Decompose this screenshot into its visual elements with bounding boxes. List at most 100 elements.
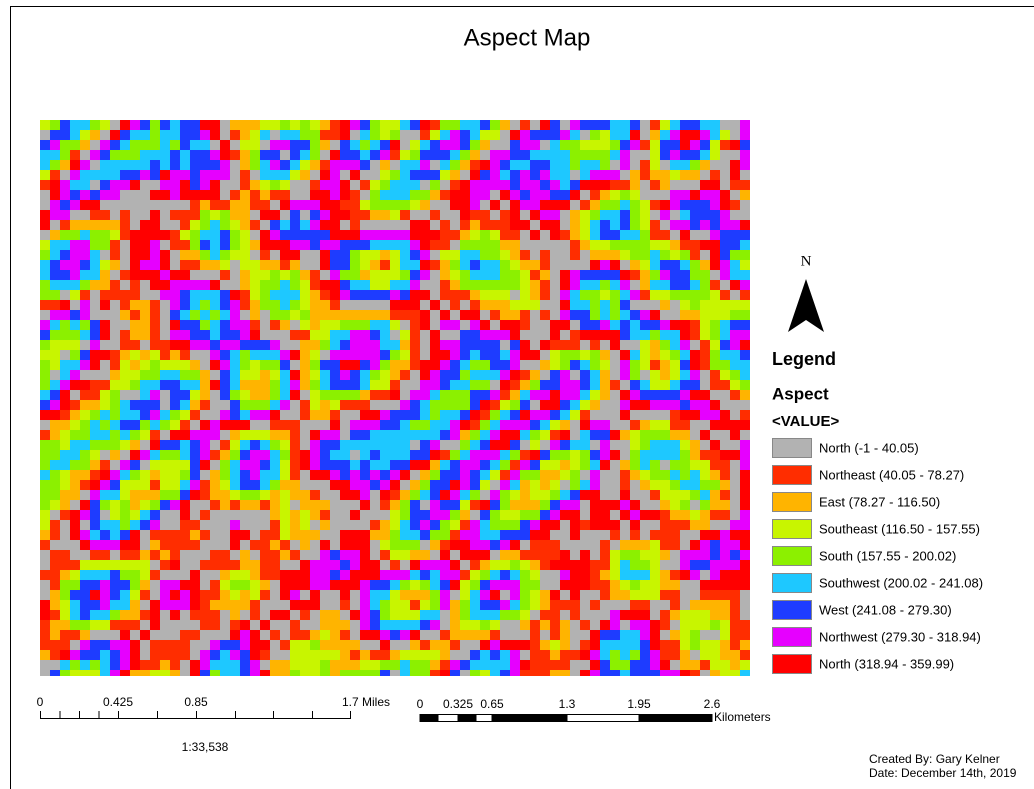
- raster-cell: [360, 220, 370, 230]
- raster-cell: [110, 580, 120, 590]
- raster-cell: [40, 130, 50, 140]
- raster-cell: [620, 540, 630, 550]
- raster-cell: [250, 160, 260, 170]
- raster-cell: [500, 650, 510, 660]
- raster-cell: [190, 560, 200, 570]
- raster-cell: [320, 630, 330, 640]
- raster-cell: [340, 470, 350, 480]
- raster-cell: [230, 510, 240, 520]
- raster-cell: [120, 640, 130, 650]
- raster-cell: [540, 610, 550, 620]
- raster-cell: [230, 600, 240, 610]
- raster-cell: [390, 490, 400, 500]
- raster-cell: [400, 460, 410, 470]
- raster-cell: [140, 180, 150, 190]
- raster-cell: [670, 490, 680, 500]
- raster-cell: [510, 280, 520, 290]
- raster-cell: [500, 670, 510, 676]
- raster-cell: [200, 590, 210, 600]
- raster-cell: [420, 190, 430, 200]
- raster-cell: [90, 270, 100, 280]
- raster-cell: [170, 460, 180, 470]
- raster-cell: [310, 300, 320, 310]
- raster-cell: [710, 500, 720, 510]
- raster-cell: [630, 360, 640, 370]
- raster-cell: [640, 600, 650, 610]
- raster-cell: [300, 460, 310, 470]
- raster-cell: [190, 370, 200, 380]
- raster-cell: [80, 410, 90, 420]
- raster-cell: [360, 610, 370, 620]
- raster-cell: [210, 630, 220, 640]
- raster-cell: [280, 470, 290, 480]
- raster-cell: [610, 530, 620, 540]
- raster-cell: [450, 190, 460, 200]
- raster-cell: [320, 490, 330, 500]
- raster-cell: [740, 450, 750, 460]
- raster-cell: [330, 260, 340, 270]
- raster-cell: [260, 520, 270, 530]
- raster-cell: [180, 210, 190, 220]
- raster-cell: [550, 380, 560, 390]
- scale-label: 0.325: [443, 697, 473, 711]
- raster-cell: [90, 630, 100, 640]
- raster-cell: [270, 140, 280, 150]
- raster-cell: [710, 520, 720, 530]
- raster-cell: [630, 210, 640, 220]
- raster-cell: [220, 580, 230, 590]
- raster-cell: [540, 600, 550, 610]
- raster-cell: [280, 510, 290, 520]
- raster-cell: [630, 340, 640, 350]
- raster-cell: [430, 600, 440, 610]
- raster-cell: [710, 490, 720, 500]
- raster-cell: [90, 170, 100, 180]
- raster-cell: [60, 290, 70, 300]
- raster-cell: [190, 390, 200, 400]
- raster-cell: [100, 300, 110, 310]
- raster-cell: [730, 600, 740, 610]
- raster-cell: [80, 440, 90, 450]
- raster-cell: [310, 130, 320, 140]
- raster-cell: [220, 310, 230, 320]
- raster-cell: [430, 560, 440, 570]
- raster-cell: [570, 390, 580, 400]
- raster-cell: [720, 270, 730, 280]
- raster-cell: [160, 500, 170, 510]
- raster-cell: [440, 650, 450, 660]
- raster-cell: [300, 330, 310, 340]
- raster-cell: [710, 290, 720, 300]
- raster-cell: [450, 460, 460, 470]
- raster-cell: [100, 120, 110, 130]
- raster-cell: [270, 610, 280, 620]
- raster-cell: [490, 130, 500, 140]
- raster-cell: [150, 340, 160, 350]
- raster-cell: [220, 660, 230, 670]
- raster-cell: [680, 610, 690, 620]
- raster-cell: [380, 120, 390, 130]
- raster-cell: [300, 590, 310, 600]
- raster-cell: [190, 360, 200, 370]
- raster-cell: [200, 490, 210, 500]
- raster-cell: [420, 250, 430, 260]
- raster-cell: [210, 660, 220, 670]
- raster-cell: [550, 480, 560, 490]
- raster-cell: [280, 210, 290, 220]
- raster-cell: [230, 210, 240, 220]
- raster-cell: [440, 170, 450, 180]
- raster-cell: [520, 170, 530, 180]
- raster-cell: [370, 180, 380, 190]
- raster-cell: [180, 240, 190, 250]
- raster-cell: [110, 430, 120, 440]
- raster-cell: [450, 400, 460, 410]
- raster-cell: [410, 280, 420, 290]
- raster-cell: [510, 540, 520, 550]
- raster-cell: [520, 390, 530, 400]
- raster-cell: [70, 300, 80, 310]
- raster-cell: [500, 530, 510, 540]
- raster-cell: [350, 150, 360, 160]
- raster-cell: [440, 290, 450, 300]
- raster-cell: [700, 580, 710, 590]
- raster-cell: [370, 280, 380, 290]
- raster-cell: [360, 200, 370, 210]
- raster-cell: [290, 370, 300, 380]
